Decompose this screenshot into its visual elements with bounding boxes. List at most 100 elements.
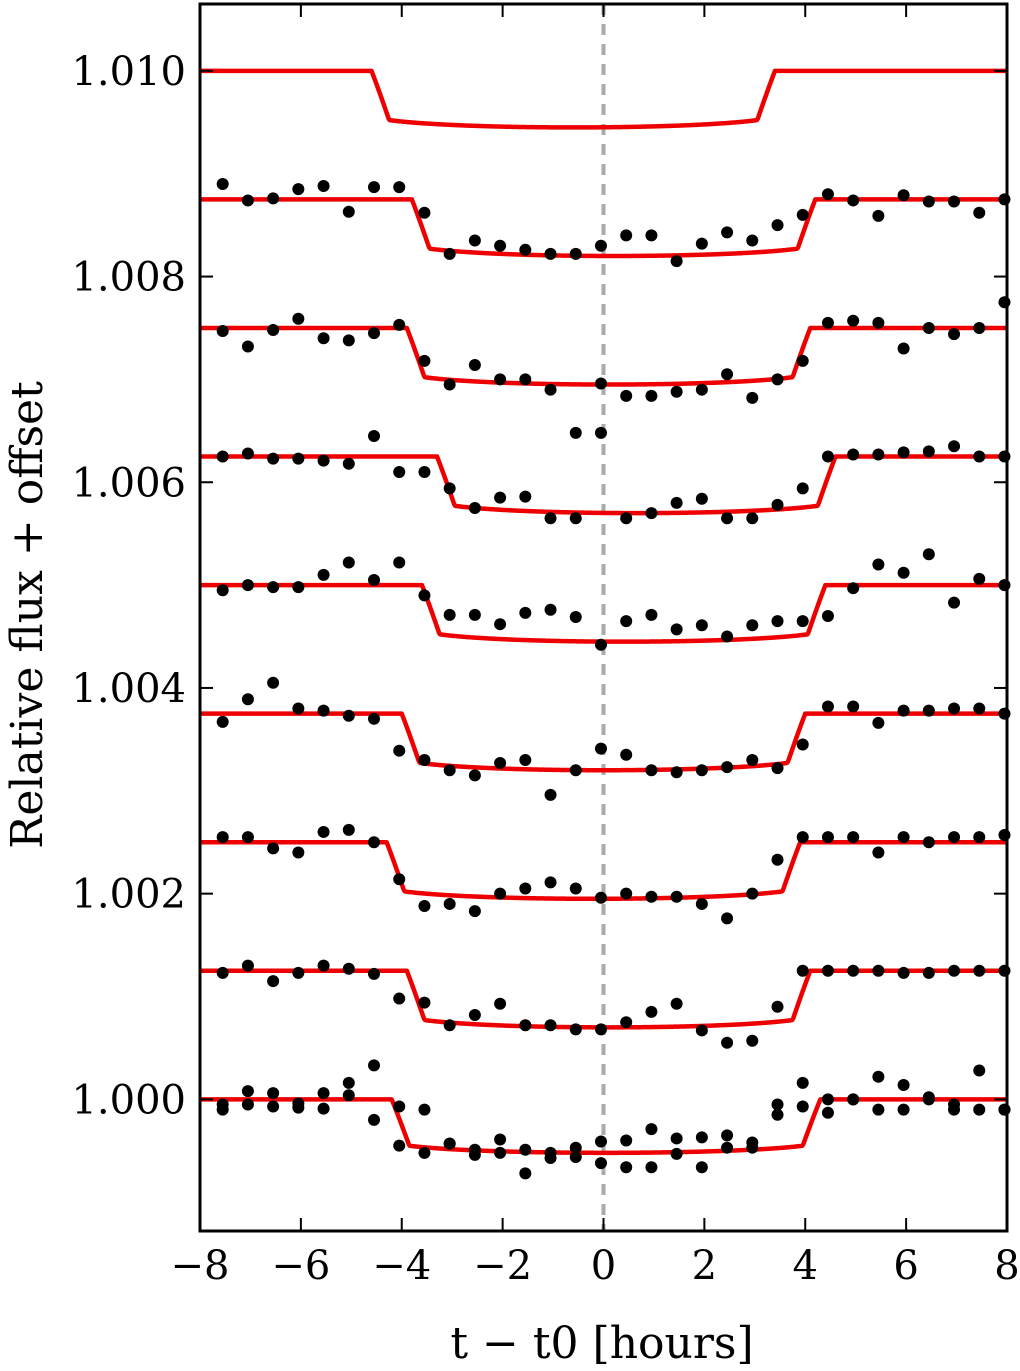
data-point-s7-8 [393, 318, 406, 331]
data-point-s8-10 [443, 247, 456, 260]
data-point-s8-1 [216, 177, 229, 190]
data-point-s4-24 [796, 738, 809, 751]
data-point-s8-12 [494, 239, 507, 252]
data-point-s8-17 [620, 229, 633, 242]
data-point-s7-29 [922, 321, 935, 334]
data-point-s9-29 [922, 1093, 935, 1106]
data-point-s7-3 [267, 324, 280, 337]
data-point-s2-1 [216, 966, 229, 979]
data-point-s7-6 [342, 334, 355, 347]
data-point-s4-11 [468, 769, 481, 782]
data-point-s4-9 [418, 753, 431, 766]
data-point-s1-23 [771, 1108, 784, 1121]
data-point-s6-11 [468, 501, 481, 514]
data-point-s5-3 [267, 581, 280, 594]
data-point-s4-6 [342, 709, 355, 722]
data-point-s6-2 [241, 447, 254, 460]
data-point-s2-13 [519, 1019, 532, 1032]
data-point-s4-21 [721, 761, 734, 774]
data-point-s2-4 [292, 966, 305, 979]
data-point-s5-11 [468, 608, 481, 621]
x-tick-label-8: 6 [893, 1243, 918, 1289]
data-point-s3-29 [922, 836, 935, 849]
data-point-s7-7 [368, 327, 381, 340]
data-point-s7-11 [468, 359, 481, 371]
data-point-s2-25 [821, 964, 834, 977]
data-point-s1-3 [267, 1100, 280, 1113]
data-point-s6-14 [544, 512, 557, 525]
data-point-s5-1 [216, 584, 229, 597]
data-point-s2-11 [468, 1009, 481, 1022]
data-point-s8-26 [847, 194, 860, 207]
data-point-s1-12 [494, 1133, 507, 1146]
data-point-s7-28 [897, 342, 910, 355]
data-point-s7-5 [317, 332, 330, 345]
data-point-s6-10 [443, 482, 456, 495]
data-point-s2-7 [368, 967, 381, 980]
data-point-s6-27 [872, 448, 885, 461]
data-point-s2-30 [948, 964, 961, 977]
data-point-s9-28 [897, 1078, 910, 1091]
data-point-s9-8 [393, 1139, 406, 1152]
data-point-s4-20 [695, 764, 708, 777]
data-point-s4-15 [569, 764, 582, 777]
data-point-s2-28 [897, 966, 910, 979]
model-curve-4 [198, 711, 1009, 773]
data-point-s3-28 [897, 831, 910, 844]
data-point-s7-12 [494, 373, 507, 386]
data-point-s8-25 [821, 188, 834, 201]
data-point-s1-5 [317, 1087, 330, 1100]
data-point-s7-14 [544, 383, 557, 396]
data-point-s6-24 [796, 482, 809, 495]
data-point-s3-25 [821, 831, 834, 844]
data-point-s5-22 [746, 619, 759, 632]
x-tick-label-2: −6 [271, 1243, 330, 1289]
data-point-s9-5 [317, 1102, 330, 1115]
data-point-s1-16 [594, 1135, 607, 1148]
data-point-s8-20 [695, 237, 708, 250]
data-point-s7-19 [670, 385, 683, 398]
data-point-s4-4 [292, 702, 305, 715]
data-point-s4-23 [771, 762, 784, 775]
data-point-s9-26 [847, 1093, 860, 1106]
data-point-s2-20 [695, 1024, 708, 1037]
data-point-s7-18 [645, 389, 658, 402]
data-point-s9-9 [418, 1146, 431, 1159]
data-point-s9-7 [368, 1113, 381, 1126]
data-point-s9-22 [746, 1136, 759, 1149]
y-axis-label: Relative flux + offset [2, 381, 53, 849]
data-point-s3-23 [771, 853, 784, 866]
y-tick-label-4: 1.006 [71, 460, 186, 506]
data-point-s4-22 [746, 753, 759, 766]
data-point-s3-18 [645, 890, 658, 903]
data-point-s2-14 [544, 1019, 557, 1032]
data-point-s9-20 [695, 1161, 708, 1174]
data-point-s8-24 [796, 208, 809, 221]
data-point-s5-19 [670, 623, 683, 636]
data-point-s7-25 [821, 316, 834, 329]
data-point-s6-30 [948, 440, 961, 453]
data-point-s7-30 [948, 328, 961, 341]
data-point-s7-21 [721, 368, 734, 381]
data-point-s6-22 [746, 512, 759, 525]
data-point-s9-2 [241, 1085, 254, 1098]
data-point-s3-27 [872, 846, 885, 859]
model-curve-6 [198, 454, 1009, 516]
data-point-s1-2 [241, 1098, 254, 1111]
data-point-s7-15 [569, 426, 582, 439]
data-point-s1-19 [670, 1132, 683, 1145]
data-point-s5-28 [897, 566, 910, 579]
data-point-s4-26 [847, 700, 860, 713]
data-point-s3-19 [670, 890, 683, 903]
data-point-s3-17 [620, 887, 633, 900]
data-point-s6-12 [494, 491, 507, 504]
data-point-s6-3 [267, 452, 280, 465]
data-point-s4-5 [317, 704, 330, 717]
y-tick-label-6: 1.010 [71, 49, 186, 95]
data-point-s2-17 [620, 1016, 633, 1029]
data-point-s9-30 [948, 1098, 961, 1111]
data-point-s3-16 [594, 891, 607, 904]
data-point-s3-10 [443, 897, 456, 910]
x-tick-label-9: 8 [994, 1243, 1019, 1289]
data-point-s3-11 [468, 905, 481, 918]
